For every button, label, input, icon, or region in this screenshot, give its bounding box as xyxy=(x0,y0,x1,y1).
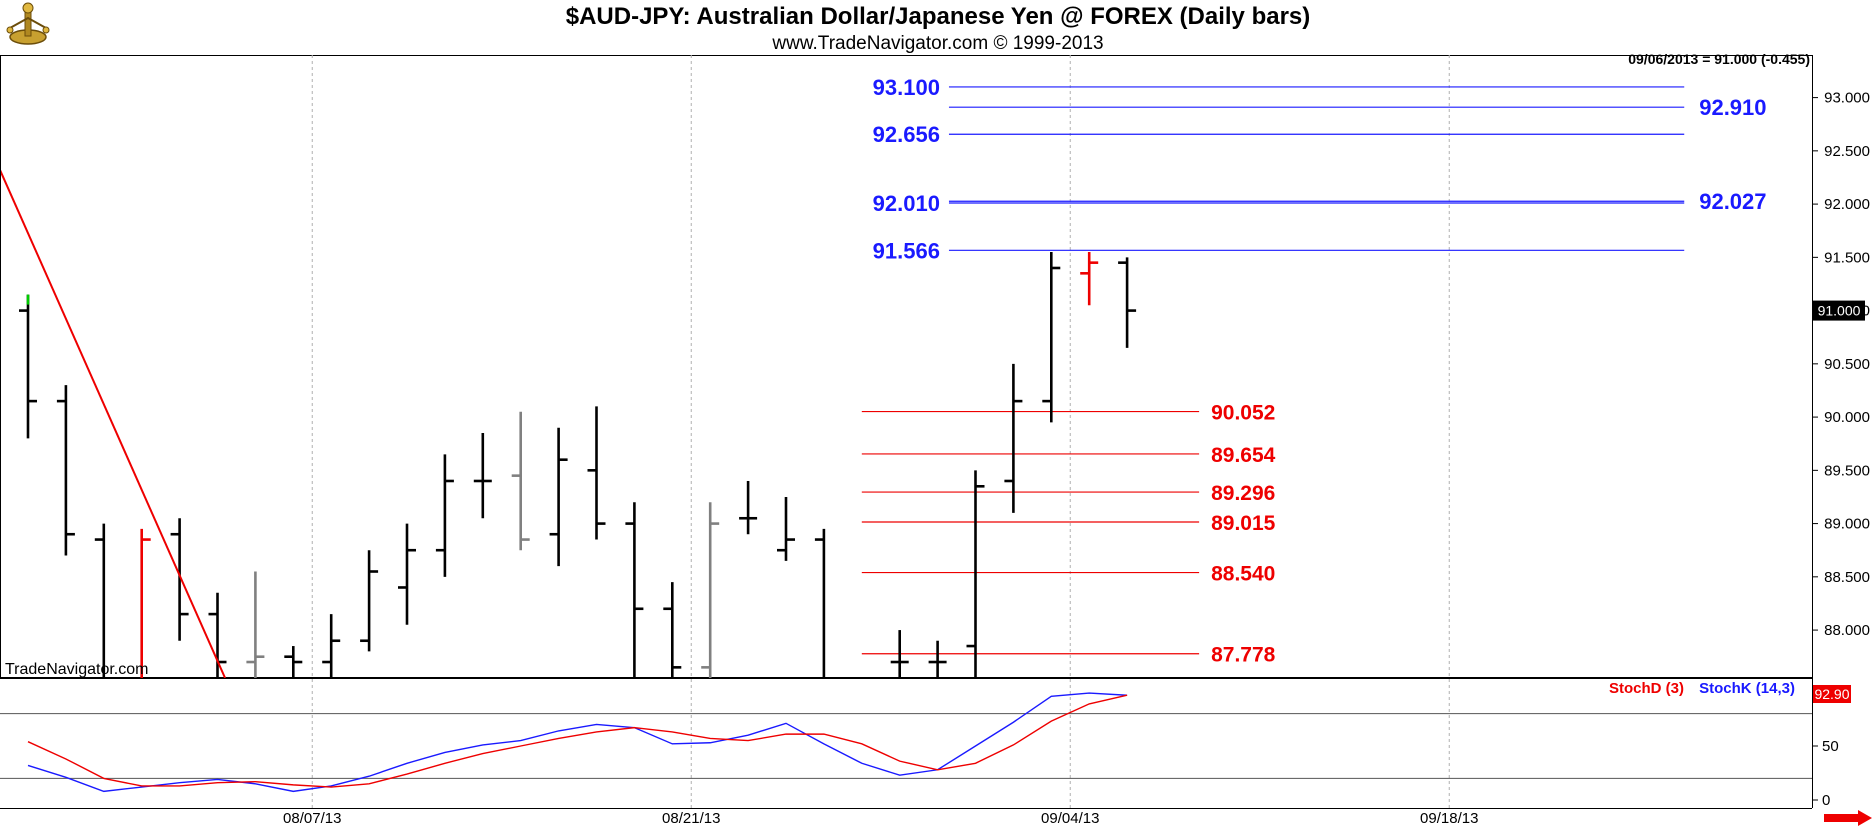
resistance-label: 91.566 xyxy=(873,238,940,263)
date-tick-label: 09/18/13 xyxy=(1420,810,1478,827)
ohlc-bar xyxy=(549,427,568,567)
price-tick-label: 92.000 xyxy=(1824,196,1870,213)
date-tick-label: 08/21/13 xyxy=(662,810,720,827)
trendline-segment xyxy=(1,169,226,678)
support-label: 88.540 xyxy=(1211,563,1275,586)
price-tick-label: 92.500 xyxy=(1824,143,1870,160)
stoch-k-line xyxy=(27,692,1128,793)
date-tick-label: 09/04/13 xyxy=(1041,810,1099,827)
ohlc-bar xyxy=(56,385,75,556)
ohlc-bar xyxy=(170,518,189,641)
ohlc-bar xyxy=(19,294,37,439)
watermark: TradeNavigator.com xyxy=(5,661,148,678)
price-panel-frame xyxy=(0,55,1813,678)
price-levels: 93.100 92.910 92.656 92.027 92.010 91.566 90.0… xyxy=(861,75,1767,667)
price-tick-label: 88.500 xyxy=(1824,569,1870,586)
ohlc-bar xyxy=(739,480,758,535)
ohlc-bar xyxy=(625,502,644,678)
support-label: 89.654 xyxy=(1211,444,1276,467)
last-price-label: 91.000 xyxy=(1818,303,1861,319)
date-axis: 08/07/13 08/21/13 09/04/13 09/18/13 xyxy=(283,810,1478,827)
support-label: 90.052 xyxy=(1211,402,1275,425)
ohlc-bar xyxy=(473,433,492,519)
stoch-d-line xyxy=(27,694,1128,788)
trendline xyxy=(1,169,226,678)
ohlc-bar xyxy=(511,411,530,551)
ohlc-bar xyxy=(94,523,106,678)
resistance-label: 93.100 xyxy=(873,75,940,100)
price-tick-label: 89.500 xyxy=(1824,462,1870,479)
ohlc-bar xyxy=(284,646,303,678)
ohlc-bar xyxy=(663,582,682,678)
ohlc-bar xyxy=(890,630,909,678)
ohlc-bar xyxy=(587,406,606,540)
scroll-right-arrow[interactable] xyxy=(1822,810,1872,826)
ohlc-bar xyxy=(1080,252,1099,306)
stoch-tick-label: 50 xyxy=(1822,738,1839,755)
grid-lines xyxy=(311,55,1450,808)
resistance-label: 92.656 xyxy=(873,122,940,147)
price-tick-label: 89.000 xyxy=(1824,516,1870,533)
price-tick-label: 90.500 xyxy=(1824,356,1870,373)
ohlc-bar xyxy=(701,502,720,678)
stoch-last-label: 92.90 xyxy=(1814,686,1849,702)
price-tick-label: 93.000 xyxy=(1824,90,1870,107)
ohlc-bar xyxy=(1042,252,1061,423)
ohlc-bar xyxy=(777,496,795,561)
ohlc-bar xyxy=(246,571,265,678)
ohlc-bar xyxy=(398,523,416,625)
support-label: 89.296 xyxy=(1211,482,1275,505)
price-tick-label: 91.500 xyxy=(1824,249,1870,266)
price-tick-label: 90.000 xyxy=(1824,409,1870,426)
price-bars xyxy=(19,252,1137,678)
ohlc-bar xyxy=(1118,257,1137,348)
stoch-tick-label: 0 xyxy=(1822,792,1830,809)
support-label: 87.778 xyxy=(1211,644,1276,667)
resistance-label: 92.910 xyxy=(1699,95,1766,120)
support-label: 89.015 xyxy=(1211,512,1276,535)
last-price-tag: 91.000 xyxy=(1813,300,1865,321)
legend-stoch-k: StochK (14,3) xyxy=(1699,680,1795,697)
ohlc-bar xyxy=(928,640,947,678)
date-tick-label: 08/07/13 xyxy=(283,810,341,827)
chart-subtitle: www.TradeNavigator.com © 1999-2013 xyxy=(771,33,1103,54)
resistance-label: 92.027 xyxy=(1699,189,1766,214)
ohlc-bar xyxy=(966,470,985,678)
stoch-last-tag: 92.90 xyxy=(1813,685,1851,703)
ohlc-bar xyxy=(814,528,826,678)
price-tick-label: 88.000 xyxy=(1824,622,1870,639)
price-axis: 93.000 92.500 92.000 91.500 91.000 90.500 90.0… xyxy=(1812,90,1870,639)
ohlc-bar xyxy=(140,528,151,678)
ohlc-bar xyxy=(322,614,341,678)
resistance-label: 92.010 xyxy=(873,191,940,216)
quote-readout: 09/06/2013 = 91.000 (-0.455) xyxy=(1628,51,1810,67)
ohlc-bar xyxy=(435,454,454,577)
trade-navigator-logo xyxy=(6,2,50,45)
stochastic-lines xyxy=(27,692,1128,793)
legend-stoch-d: StochD (3) xyxy=(1609,680,1684,697)
ohlc-bar xyxy=(1004,363,1023,513)
ohlc-bar xyxy=(360,550,379,652)
chart-title: $AUD-JPY: Australian Dollar/Japanese Yen… xyxy=(566,3,1311,30)
stoch-reference-lines xyxy=(0,713,1812,779)
